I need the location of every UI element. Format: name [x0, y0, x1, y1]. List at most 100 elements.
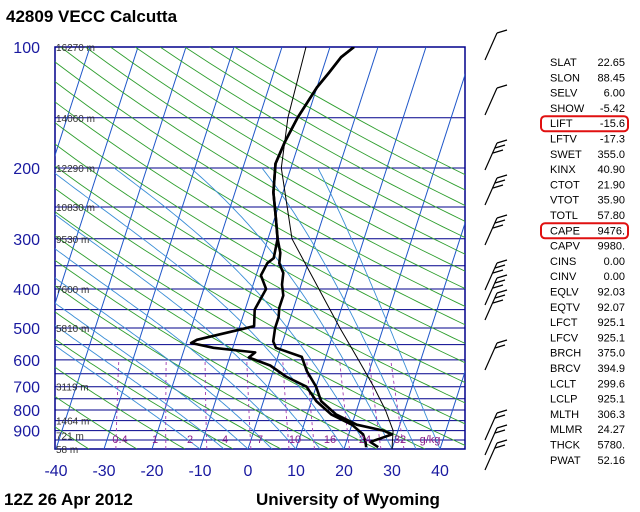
- dry-adiabat-line: [134, 47, 465, 239]
- profile-series-2: [280, 47, 394, 449]
- wind-barb: [484, 424, 508, 456]
- index-key-lftv: LFTV: [550, 134, 578, 146]
- isotherm-line: [199, 47, 331, 449]
- index-value-lftv: -17.3: [600, 134, 625, 146]
- pressure-tick-label: 800: [13, 403, 40, 420]
- pressure-tick-label: 500: [13, 321, 40, 338]
- mixing-ratio-label: 24: [359, 434, 371, 446]
- isotherm-line: [295, 47, 427, 449]
- stability-indices-panel: SLAT 22.65 SLON 88.45 SELV 6.00 SHOW -5.42 LIFT -…: [540, 57, 629, 467]
- chart-title: 42809 VECC Calcutta: [6, 7, 178, 26]
- mixing-ratio-line: [204, 359, 208, 449]
- wind-barb: [484, 29, 508, 61]
- index-value-cape: 9476.: [597, 225, 625, 237]
- dry-adiabat-line: [55, 395, 138, 449]
- temperature-tick-label: 30: [383, 463, 401, 480]
- dry-adiabat-line: [60, 47, 465, 290]
- index-value-cins: 0.00: [604, 256, 625, 268]
- dry-adiabat-line: [85, 47, 465, 272]
- wind-barb: [484, 214, 508, 246]
- index-value-lfct: 925.1: [597, 317, 625, 329]
- mixing-ratio-label: g/kg: [420, 434, 441, 446]
- dry-adiabat-line: [55, 188, 465, 425]
- height-label: 3119 m: [56, 383, 89, 394]
- index-value-mlmr: 24.27: [597, 424, 625, 436]
- mixing-ratio-label: 4: [222, 434, 228, 446]
- mixing-ratio-line: [165, 359, 167, 449]
- wind-barb: [484, 274, 508, 306]
- isotherm-line: [55, 47, 91, 157]
- sounding-profiles: [189, 47, 394, 449]
- wind-barb: [484, 439, 508, 471]
- wind-barb: [484, 259, 508, 291]
- mixing-ratio-label: 2: [187, 434, 193, 446]
- moist-adiabat-line: [55, 213, 321, 449]
- pressure-axis: 100 200 300 400 500 600 700 800 900: [13, 40, 40, 441]
- temperature-tick-label: -10: [188, 463, 211, 480]
- dry-adiabat-line: [159, 47, 465, 222]
- height-labels: 16270 m 14060 m 12290 m 10830 m 9530 m 7600 m…: [56, 43, 95, 456]
- mixing-ratio-line: [368, 359, 382, 449]
- index-value-mlth: 306.3: [597, 409, 625, 421]
- pressure-tick-label: 400: [13, 282, 40, 299]
- index-key-kinx: KINX: [550, 164, 576, 176]
- mixing-ratio-label: 1: [152, 434, 158, 446]
- index-key-pwat: PWAT: [550, 455, 581, 467]
- temperature-tick-label: -30: [92, 463, 115, 480]
- index-key-slon: SLON: [550, 72, 580, 84]
- highlight-box: [540, 222, 629, 240]
- mixing-ratio-label: 16: [324, 434, 336, 446]
- isotherm-line: [439, 370, 465, 449]
- dry-adiabat-line: [55, 366, 186, 449]
- moist-adiabat-line: [190, 167, 393, 449]
- dry-adiabat-line: [55, 338, 234, 449]
- mixing-ratio-label: 32: [394, 434, 406, 446]
- index-key-cins: CINS: [550, 256, 576, 268]
- index-value-swet: 355.0: [597, 149, 625, 161]
- index-key-mlmr: MLMR: [550, 424, 582, 436]
- moist-adiabat-line: [55, 324, 225, 449]
- moist-adiabat-line: [55, 248, 297, 449]
- highlight-box: [540, 115, 629, 133]
- temperature-tick-label: 40: [431, 463, 449, 480]
- dry-adiabat-line: [55, 311, 282, 449]
- index-value-brcv: 394.9: [597, 363, 625, 375]
- index-value-show: -5.42: [600, 103, 625, 115]
- profile-series-1: [189, 47, 368, 448]
- index-value-lift: -15.6: [600, 118, 625, 130]
- isotherm-line: [103, 47, 235, 449]
- pressure-tick-label: 900: [13, 424, 40, 441]
- index-key-totl: TOTL: [550, 210, 578, 222]
- mixing-ratio-label: 7: [257, 434, 263, 446]
- index-key-slat: SLAT: [550, 57, 577, 69]
- index-value-lclt: 299.6: [597, 378, 625, 390]
- mixing-ratio-line: [282, 359, 290, 449]
- wind-barb: [484, 139, 508, 171]
- moist-adiabat-line: [55, 344, 201, 449]
- dry-adiabat-line: [55, 211, 465, 446]
- wind-barb: [484, 174, 508, 206]
- moist-adiabat-line: [55, 277, 273, 449]
- index-key-thck: THCK: [550, 440, 581, 452]
- index-key-selv: SELV: [550, 88, 578, 100]
- footer-datetime: 12Z 26 Apr 2012: [4, 490, 133, 509]
- isotherm-line: [55, 47, 187, 449]
- index-key-lclt: LCLT: [550, 378, 576, 390]
- index-key-eqtv: EQTV: [550, 302, 581, 314]
- mixing-ratio-line: [339, 359, 350, 449]
- moist-adiabat-line: [55, 172, 345, 449]
- dry-adiabat-line: [55, 165, 465, 404]
- wind-barb: [484, 339, 508, 371]
- index-key-lift: LIFT: [550, 118, 573, 130]
- temperature-tick-label: 0: [244, 463, 253, 480]
- mixing-ratio-line: [390, 359, 405, 449]
- wind-barb: [484, 409, 508, 441]
- height-label: 721 m: [56, 431, 84, 442]
- index-key-brcv: BRCV: [550, 363, 581, 375]
- index-key-brch: BRCH: [550, 348, 581, 360]
- pressure-tick-label: 600: [13, 353, 40, 370]
- dry-adiabat-line: [55, 259, 378, 449]
- footer-source: University of Wyoming: [256, 490, 440, 509]
- height-label: 10830 m: [56, 203, 95, 214]
